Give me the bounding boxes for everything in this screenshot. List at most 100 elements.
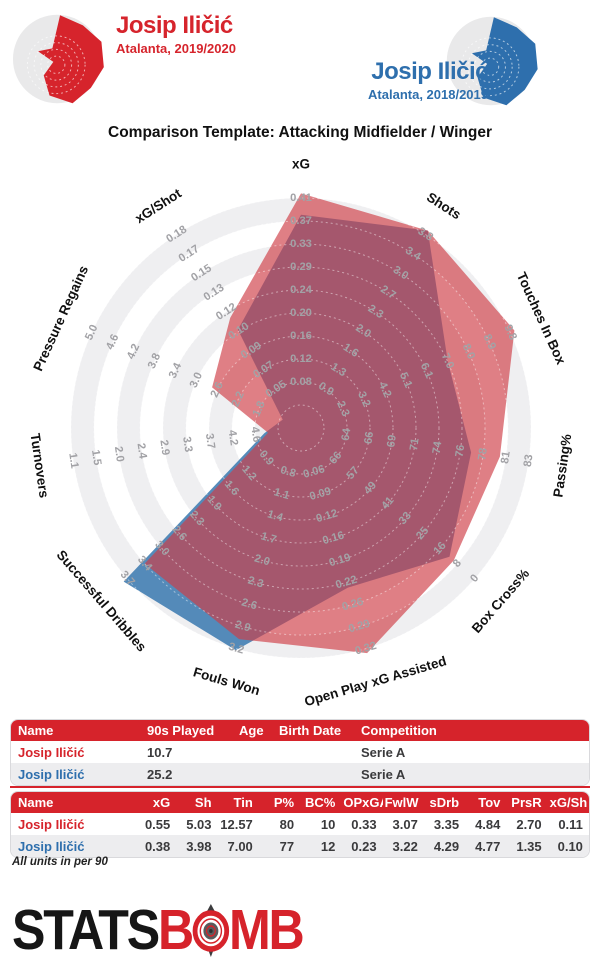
radar-tick-label: 6.1: [418, 361, 435, 380]
radar-tick-label: 71: [408, 437, 422, 451]
radar-tick-label: 8.9: [481, 332, 498, 351]
radar-tick-label: 0.26: [341, 596, 365, 614]
table-cell: 3.07: [392, 816, 418, 832]
radar-tick-label: 2.2: [230, 390, 247, 409]
table-header-cell: OPxGAs: [343, 795, 382, 810]
radar-tick-label: 66: [362, 431, 376, 445]
table-header-cell: Tin: [233, 795, 253, 810]
player-info-table: Name 90s Played Age Birth Date Competition Jo…: [10, 719, 590, 786]
radar-tick-label: 8.0: [460, 342, 477, 361]
table-header-cell: Competition: [361, 723, 437, 738]
radar-tick-label: 3.8: [146, 352, 163, 371]
table-cell: 77: [279, 838, 295, 854]
brand-stats-text: STATS: [12, 898, 160, 962]
radar-tick-label: 76: [454, 444, 468, 458]
table-header-cell: Birth Date: [279, 723, 342, 738]
radar-tick-label: 0.22: [334, 574, 358, 592]
table-cell: 4.84: [475, 816, 501, 832]
radar-tick-label: 3.3: [180, 436, 194, 453]
radar-tick-label: 2.6: [209, 380, 226, 399]
table-cell: Serie A: [361, 766, 406, 782]
radar-tick-label: 1.4: [266, 508, 285, 524]
radar-tick-label: 0.16: [290, 330, 312, 342]
radar-axis-title: Passing%: [550, 433, 574, 498]
radar-tick-label: 0.20: [290, 307, 312, 319]
table-header-cell: P%: [273, 795, 295, 810]
radar-tick-label: 81: [499, 450, 513, 464]
statsbomb-logo: STATS B MB: [12, 898, 305, 962]
table-header-cell: FwlW: [384, 795, 419, 810]
radar-tick-label: 78: [476, 447, 490, 461]
radar-axis-title: xG: [292, 157, 310, 172]
table-cell: 10: [320, 816, 336, 832]
radar-axis-title: Shots: [424, 189, 464, 222]
table-header-cell: PrsR: [511, 795, 542, 810]
radar-chart: 0.08 0.12 0.16 0.20 0.24 0.29 0.33 0.37 0.41 xG 0.…: [28, 157, 575, 710]
radar-tick-label: 1.7: [259, 530, 277, 546]
radar-tick-label: 64: [340, 427, 354, 442]
table-cell: 1.35: [516, 838, 542, 854]
table-cell: 12: [320, 838, 336, 854]
radar-ring-line: [185, 312, 417, 544]
player-stats-table: Name xG Sh Tin P% BC% OPxGAsFwlW sDrb Tov PrsR xG/…: [10, 791, 590, 858]
red-radar-blob-icon: [37, 15, 104, 104]
radar-axis-title: Turnovers: [28, 432, 52, 498]
radar-tick-label: 1.1: [66, 452, 80, 469]
radar-tick-label: 9.8: [502, 323, 519, 342]
player-name-cell: Josip Iličić: [18, 744, 85, 760]
table-cell: 5.03: [186, 816, 212, 832]
radar-tick-label: 0.12: [315, 507, 339, 525]
radar-tick-label: 4.2: [226, 429, 240, 446]
table-cell: 0.33: [351, 816, 377, 832]
radar-ring-line: [254, 381, 348, 475]
radar-axis-title: Box Cross%: [469, 566, 532, 636]
table-cell: 0.10: [557, 838, 583, 854]
radar-tick-label: 2.3: [334, 399, 351, 418]
table-cell: Serie A: [361, 744, 406, 760]
player2-name: Josip Iličić: [371, 58, 488, 85]
radar-axis-title: Pressure Regains: [30, 263, 91, 373]
table-row: Josip Iličić 0.55 5.03 12.57 80 10 0.33 3.07 3.3…: [11, 813, 589, 835]
table-header-cell: Name: [18, 795, 54, 810]
radar-tick-label: 1.5: [89, 449, 103, 466]
table-cell: 80: [279, 816, 295, 832]
table-cell: 4.29: [433, 838, 460, 854]
radar-tick-label: 74: [431, 440, 445, 455]
radar-axis-title: Open Play xG Assisted: [303, 653, 449, 709]
table-header-cell: Sh: [194, 795, 212, 810]
table-header-row: Name 90s Played Age Birth Date Competition: [11, 720, 589, 741]
blue-radar-blob-icon: [471, 17, 538, 106]
radar-tick-label: 83: [522, 454, 536, 468]
table-cell: 0.55: [144, 816, 171, 832]
table-header-cell: 90s Played: [147, 723, 215, 738]
table-header-cell: xG: [152, 795, 171, 810]
radar-tick-label: 0.06: [302, 463, 326, 481]
table-cell: 0.11: [558, 816, 583, 832]
table-cell: 3.35: [433, 816, 460, 832]
table-row: Josip Iličić 0.38 3.98 7.00 77 12 0.23 3.22 4.29…: [11, 835, 589, 857]
player-name-cell: Josip Iličić: [18, 816, 85, 832]
radar-ring-line: [93, 220, 509, 636]
radar-tick-label: 0.41: [290, 192, 312, 204]
radar-tick-label: 2.9: [234, 619, 252, 635]
radar-tick-label: 0.29: [347, 618, 371, 636]
radar-tick-label: 3.2: [355, 390, 372, 409]
radar-polygon-player1: [144, 193, 515, 654]
table-header-cell: Name: [18, 723, 54, 738]
player1-header: Josip Iličić Atalanta, 2019/2020: [116, 12, 236, 57]
radar-tick-label: 0.08: [290, 376, 312, 388]
table-header-cell: Age: [239, 723, 264, 738]
bomb-target-icon: [192, 904, 229, 957]
radar-tick-label: 1.1: [272, 486, 290, 502]
player-name-cell: Josip Iličić: [18, 766, 85, 782]
radar-ring-line: [231, 358, 371, 498]
radar-ring-line: [162, 289, 440, 567]
table-cell: 2.70: [516, 816, 542, 832]
radar-tick-label: 69: [385, 434, 399, 448]
radar-ring-line: [70, 197, 532, 659]
radar-tick-label: 5.1: [397, 371, 414, 390]
table-header-cell: sDrb: [429, 795, 460, 810]
radar-tick-label: 0.8: [279, 464, 297, 480]
radar-tick-label: 3.0: [188, 371, 205, 390]
